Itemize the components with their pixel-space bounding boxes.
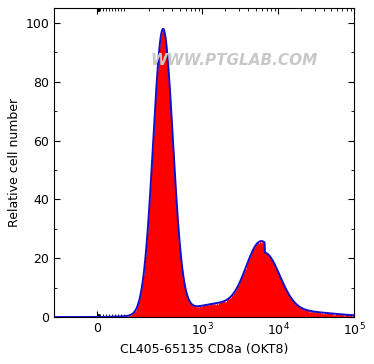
X-axis label: CL405-65135 CD8a (OKT8): CL405-65135 CD8a (OKT8): [120, 343, 288, 356]
Y-axis label: Relative cell number: Relative cell number: [8, 98, 21, 227]
Text: WWW.PTGLAB.COM: WWW.PTGLAB.COM: [151, 53, 318, 68]
